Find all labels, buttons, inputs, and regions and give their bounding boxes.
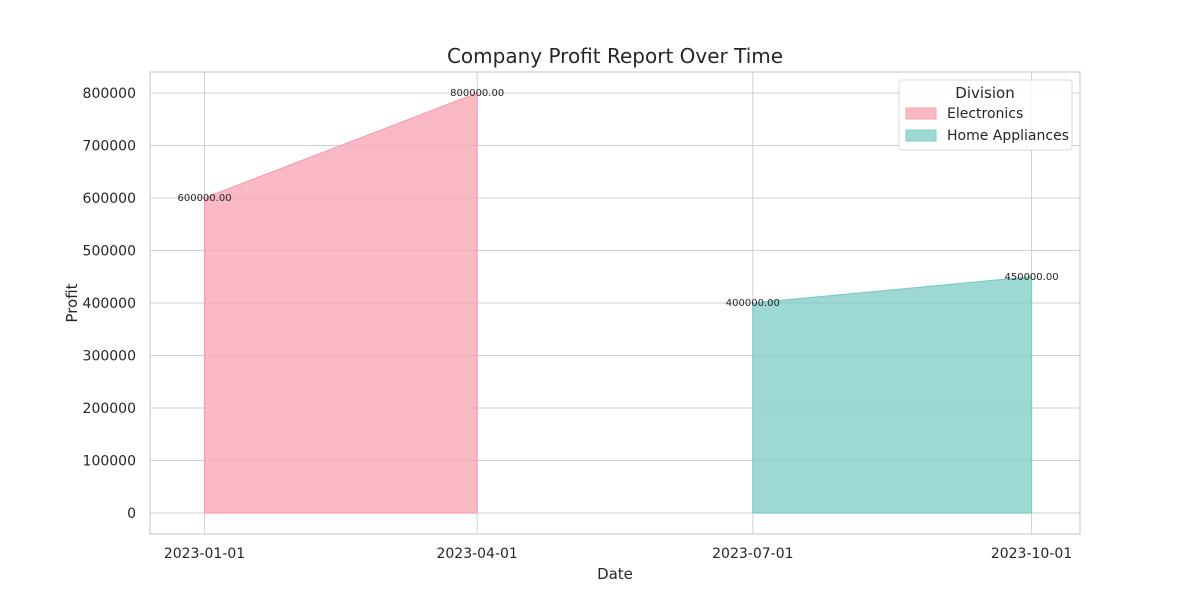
y-tick-label: 700000: [83, 139, 136, 155]
legend-box: [898, 79, 1073, 151]
x-axis-label: Date: [597, 565, 633, 583]
legend-title: Division: [955, 84, 1014, 102]
y-tick-label: 100000: [83, 454, 136, 470]
legend-entry-label: Electronics: [947, 106, 1023, 122]
y-tick-label: 400000: [83, 296, 136, 312]
y-tick-label: 300000: [83, 349, 136, 365]
x-tick-label: 2023-04-01: [436, 546, 517, 562]
area-series-1: [203, 92, 478, 514]
y-axis-label: Profit: [63, 283, 81, 322]
x-tick-label: 2023-10-01: [991, 546, 1072, 562]
legend: Division Electronics Home Appliances: [898, 79, 1073, 151]
data-label: 600000.00: [177, 193, 231, 204]
data-label: 800000.00: [450, 88, 504, 99]
plot-border: [149, 71, 1081, 535]
y-tick-label: 500000: [83, 244, 136, 260]
plot-area: 600000.00 800000.00 400000.00 450000.00 0 100…: [83, 71, 1081, 562]
y-tick-label: 200000: [83, 401, 136, 417]
chart-title: Company Profit Report Over Time: [447, 44, 783, 68]
y-tick-label: 0: [127, 506, 136, 522]
y-tick-label: 800000: [83, 86, 136, 102]
legend-entry-label: Home Appliances: [947, 128, 1069, 144]
y-tick-label: 600000: [83, 191, 136, 207]
x-tick-label: 2023-01-01: [164, 546, 245, 562]
legend-swatch-2: [905, 129, 937, 142]
data-label: 450000.00: [1004, 272, 1058, 283]
legend-swatch-1: [905, 107, 937, 120]
data-label: 400000.00: [726, 298, 780, 309]
area-series-2: [752, 276, 1033, 514]
x-tick-label: 2023-07-01: [712, 546, 793, 562]
